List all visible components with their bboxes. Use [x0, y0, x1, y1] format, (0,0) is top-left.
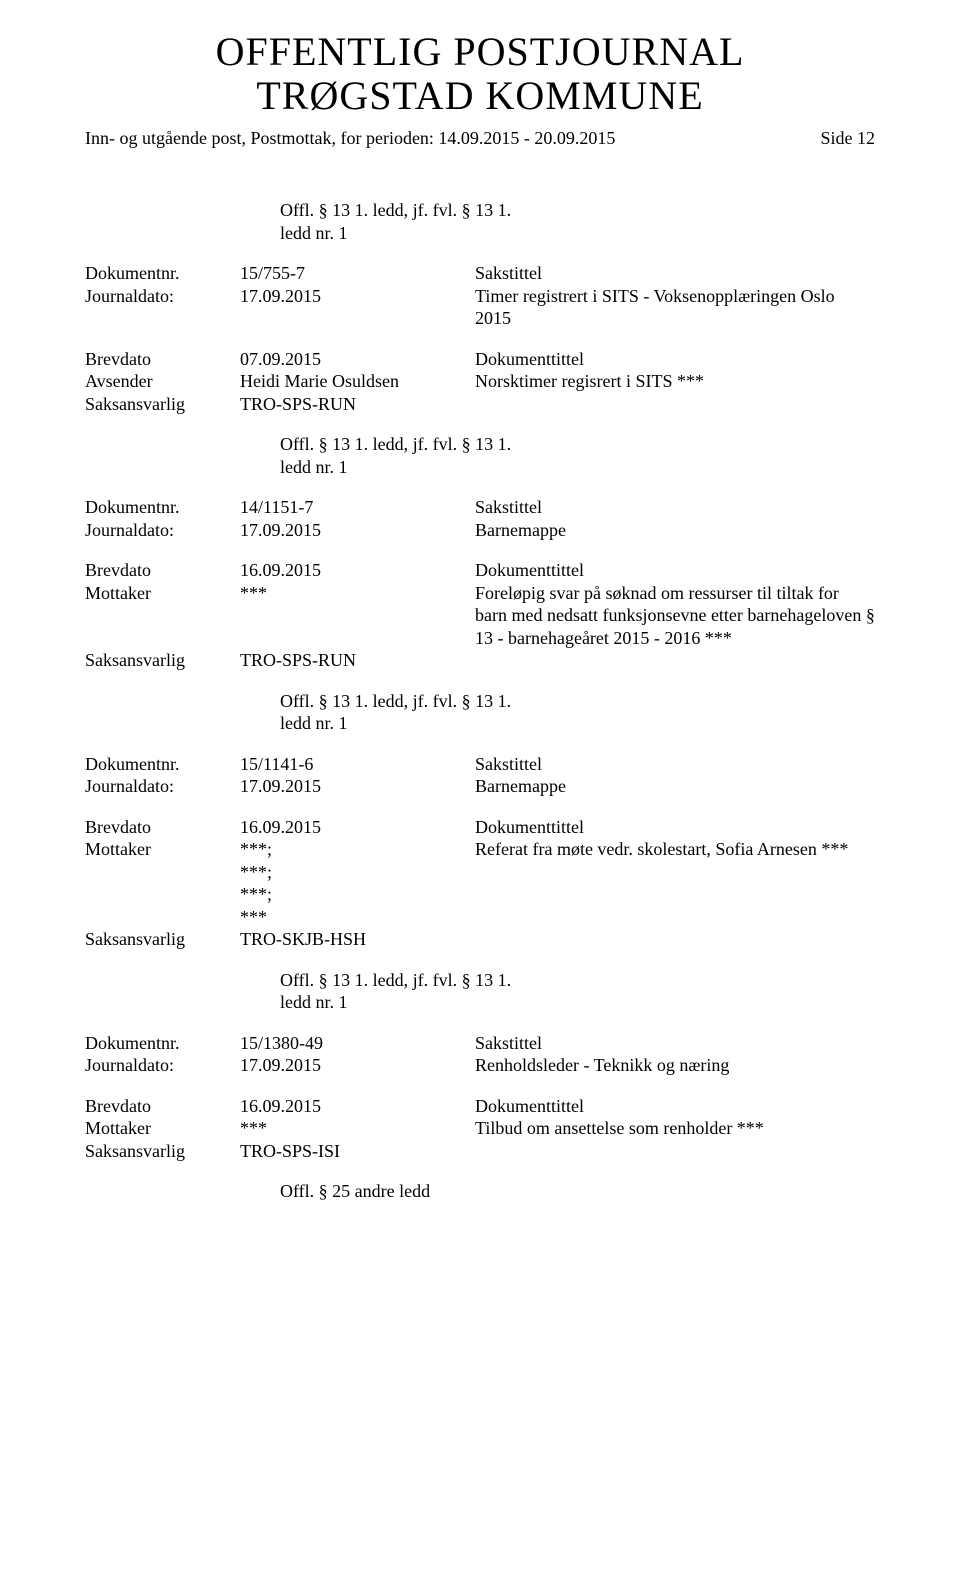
party-value: Heidi Marie Osuldsen: [240, 370, 475, 393]
journaldato-row: Journaldato:17.09.2015Timer registrert i…: [85, 285, 875, 330]
dokumenttittel-text: Tilbud om ansettelse som renholder ***: [475, 1117, 875, 1140]
dokumentnr-label: Dokumentnr.: [85, 753, 240, 776]
sakstittel-text: Renholdsleder - Teknikk og næring: [475, 1054, 875, 1077]
journaldato-row: Journaldato:17.09.2015Barnemappe: [85, 775, 875, 798]
dokumentnr-label: Dokumentnr.: [85, 496, 240, 519]
dokumentnr-row: Dokumentnr.15/1380-49Sakstittel: [85, 1032, 875, 1055]
saksansvarlig-label: Saksansvarlig: [85, 1140, 240, 1163]
dokumentnr-row: Dokumentnr.15/755-7Sakstittel: [85, 262, 875, 285]
sakstittel-label: Sakstittel: [475, 496, 875, 519]
saksansvarlig-label: Saksansvarlig: [85, 649, 240, 672]
sakstittel-text: Barnemappe: [475, 775, 875, 798]
sakstittel-text: Barnemappe: [475, 519, 875, 542]
brevdato-row: Brevdato16.09.2015Dokumenttittel: [85, 1095, 875, 1118]
saksansvarlig-value: TRO-SPS-ISI: [240, 1140, 475, 1163]
saksansvarlig-label: Saksansvarlig: [85, 928, 240, 951]
spacer: [85, 541, 875, 559]
party-value: ***; ***; ***; ***: [240, 838, 475, 928]
brevdato-value: 16.09.2015: [240, 1095, 475, 1118]
offl-reference: Offl. § 13 1. ledd, jf. fvl. § 13 1. led…: [280, 433, 540, 478]
journaldato-label: Journaldato:: [85, 1054, 240, 1077]
journaldato-label: Journaldato:: [85, 775, 240, 798]
brevdato-value: 16.09.2015: [240, 816, 475, 839]
journaldato-label: Journaldato:: [85, 519, 240, 542]
sakstittel-label: Sakstittel: [475, 262, 875, 285]
subtitle: Inn- og utgående post, Postmottak, for p…: [85, 128, 615, 149]
page-title: OFFENTLIG POSTJOURNAL TRØGSTAD KOMMUNE: [85, 30, 875, 118]
dokumenttittel-text: Norsktimer regisrert i SITS ***: [475, 370, 875, 393]
journaldato-row: Journaldato:17.09.2015Barnemappe: [85, 519, 875, 542]
spacer: [85, 798, 875, 816]
header-row: Inn- og utgående post, Postmottak, for p…: [85, 128, 875, 149]
journaldato-row: Journaldato:17.09.2015Renholdsleder - Te…: [85, 1054, 875, 1077]
party-row: Mottaker***Foreløpig svar på søknad om r…: [85, 582, 875, 650]
dokumenttittel-text: Referat fra møte vedr. skolestart, Sofia…: [475, 838, 875, 928]
saksansvarlig-row: SaksansvarligTRO-SKJB-HSH: [85, 928, 875, 951]
offl-reference: Offl. § 13 1. ledd, jf. fvl. § 13 1. led…: [280, 690, 540, 735]
brevdato-value: 07.09.2015: [240, 348, 475, 371]
brevdato-value: 16.09.2015: [240, 559, 475, 582]
dokumentnr-row: Dokumentnr.14/1151-7Sakstittel: [85, 496, 875, 519]
spacer: [85, 1077, 875, 1095]
offl-reference: Offl. § 13 1. ledd, jf. fvl. § 13 1. led…: [280, 199, 540, 244]
saksansvarlig-value: TRO-SPS-RUN: [240, 393, 475, 416]
dokumenttittel-label: Dokumenttittel: [475, 816, 875, 839]
dokumentnr-value: 15/1380-49: [240, 1032, 475, 1055]
page-number: Side 12: [820, 128, 875, 149]
sakstittel-label: Sakstittel: [475, 753, 875, 776]
journal-record: Dokumentnr.15/1380-49SakstittelJournalda…: [85, 1032, 875, 1163]
offl-reference: Offl. § 25 andre ledd: [280, 1180, 540, 1203]
saksansvarlig-row: SaksansvarligTRO-SPS-RUN: [85, 649, 875, 672]
journal-record: Dokumentnr.14/1151-7SakstittelJournaldat…: [85, 496, 875, 672]
saksansvarlig-label: Saksansvarlig: [85, 393, 240, 416]
saksansvarlig-row: SaksansvarligTRO-SPS-RUN: [85, 393, 875, 416]
journal-record: Dokumentnr.15/1141-6SakstittelJournaldat…: [85, 753, 875, 951]
party-value: ***: [240, 1117, 475, 1140]
party-label: Mottaker: [85, 1117, 240, 1140]
brevdato-label: Brevdato: [85, 559, 240, 582]
party-row: AvsenderHeidi Marie OsuldsenNorsktimer r…: [85, 370, 875, 393]
journaldato-value: 17.09.2015: [240, 285, 475, 330]
dokumentnr-value: 15/755-7: [240, 262, 475, 285]
dokumenttittel-text: Foreløpig svar på søknad om ressurser ti…: [475, 582, 875, 650]
dokumenttittel-label: Dokumenttittel: [475, 559, 875, 582]
brevdato-row: Brevdato16.09.2015Dokumenttittel: [85, 816, 875, 839]
spacer: [85, 330, 875, 348]
page: OFFENTLIG POSTJOURNAL TRØGSTAD KOMMUNE I…: [0, 0, 960, 1572]
party-label: Mottaker: [85, 582, 240, 650]
journal-record: Dokumentnr.15/755-7SakstittelJournaldato…: [85, 262, 875, 415]
dokumentnr-row: Dokumentnr.15/1141-6Sakstittel: [85, 753, 875, 776]
dokumenttittel-label: Dokumenttittel: [475, 348, 875, 371]
journaldato-value: 17.09.2015: [240, 1054, 475, 1077]
dokumentnr-label: Dokumentnr.: [85, 262, 240, 285]
brevdato-label: Brevdato: [85, 816, 240, 839]
party-row: Mottaker***; ***; ***; ***Referat fra mø…: [85, 838, 875, 928]
journaldato-value: 17.09.2015: [240, 775, 475, 798]
saksansvarlig-value: TRO-SPS-RUN: [240, 649, 475, 672]
dokumenttittel-label: Dokumenttittel: [475, 1095, 875, 1118]
sakstittel-text: Timer registrert i SITS - Voksenopplærin…: [475, 285, 875, 330]
dokumentnr-label: Dokumentnr.: [85, 1032, 240, 1055]
party-label: Mottaker: [85, 838, 240, 928]
records-container: Dokumentnr.15/755-7SakstittelJournaldato…: [85, 262, 875, 1203]
saksansvarlig-value: TRO-SKJB-HSH: [240, 928, 475, 951]
brevdato-row: Brevdato16.09.2015Dokumenttittel: [85, 559, 875, 582]
party-value: ***: [240, 582, 475, 650]
dokumentnr-value: 14/1151-7: [240, 496, 475, 519]
brevdato-label: Brevdato: [85, 1095, 240, 1118]
brevdato-row: Brevdato07.09.2015Dokumenttittel: [85, 348, 875, 371]
journaldato-value: 17.09.2015: [240, 519, 475, 542]
offl-reference: Offl. § 13 1. ledd, jf. fvl. § 13 1. led…: [280, 969, 540, 1014]
title-line-1: OFFENTLIG POSTJOURNAL: [216, 29, 745, 74]
party-row: Mottaker***Tilbud om ansettelse som renh…: [85, 1117, 875, 1140]
party-label: Avsender: [85, 370, 240, 393]
sakstittel-label: Sakstittel: [475, 1032, 875, 1055]
brevdato-label: Brevdato: [85, 348, 240, 371]
journaldato-label: Journaldato:: [85, 285, 240, 330]
saksansvarlig-row: SaksansvarligTRO-SPS-ISI: [85, 1140, 875, 1163]
dokumentnr-value: 15/1141-6: [240, 753, 475, 776]
title-line-2: TRØGSTAD KOMMUNE: [256, 73, 703, 118]
